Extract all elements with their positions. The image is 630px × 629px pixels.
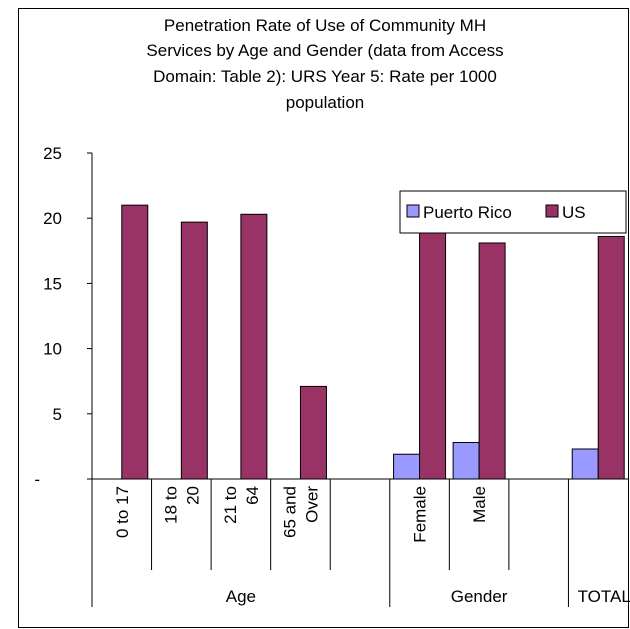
x-group-label: Age bbox=[226, 587, 256, 606]
legend-label: US bbox=[562, 203, 586, 222]
bar-us bbox=[121, 204, 149, 480]
x-group-label: TOTAL bbox=[578, 587, 630, 606]
x-tick-label: 20 bbox=[183, 486, 202, 505]
y-tick-label: - bbox=[34, 470, 40, 489]
legend-swatch bbox=[545, 204, 559, 218]
x-tick-label: Female bbox=[411, 486, 430, 543]
x-tick-label: Male bbox=[470, 486, 489, 523]
x-tick-label: 0 to 17 bbox=[113, 486, 132, 538]
bar-us bbox=[478, 242, 506, 480]
x-tick-label: 21 to bbox=[221, 486, 240, 524]
bar-puerto-rico bbox=[452, 441, 480, 480]
legend-label: Puerto Rico bbox=[423, 203, 512, 222]
chart-title-line: population bbox=[286, 93, 364, 112]
chart-frame bbox=[18, 8, 629, 628]
x-tick-label: 65 and bbox=[280, 486, 299, 538]
bar-puerto-rico bbox=[571, 448, 599, 480]
chart-title-line: Penetration Rate of Use of Community MH bbox=[164, 16, 486, 35]
y-tick-label: 10 bbox=[43, 340, 62, 359]
chart-title-line: Domain: Table 2): URS Year 5: Rate per 1… bbox=[153, 67, 497, 86]
x-tick-label: 18 to bbox=[161, 486, 180, 524]
y-tick-label: 25 bbox=[43, 144, 62, 163]
y-tick-label: 5 bbox=[53, 405, 62, 424]
bar-us bbox=[597, 235, 625, 480]
x-group-label: Gender bbox=[451, 587, 508, 606]
y-tick-label: 15 bbox=[43, 274, 62, 293]
legend-swatch bbox=[406, 204, 420, 218]
bar-us bbox=[240, 213, 268, 480]
legend-box bbox=[399, 190, 627, 234]
chart-title-line: Services by Age and Gender (data from Ac… bbox=[146, 41, 503, 60]
x-tick-label: Over bbox=[302, 486, 321, 523]
x-tick-label: 64 bbox=[243, 486, 262, 505]
bar-us bbox=[419, 232, 447, 480]
bar-us bbox=[180, 221, 208, 480]
bar-puerto-rico bbox=[393, 453, 421, 480]
y-tick-label: 20 bbox=[43, 209, 62, 228]
bar-us bbox=[299, 385, 327, 480]
